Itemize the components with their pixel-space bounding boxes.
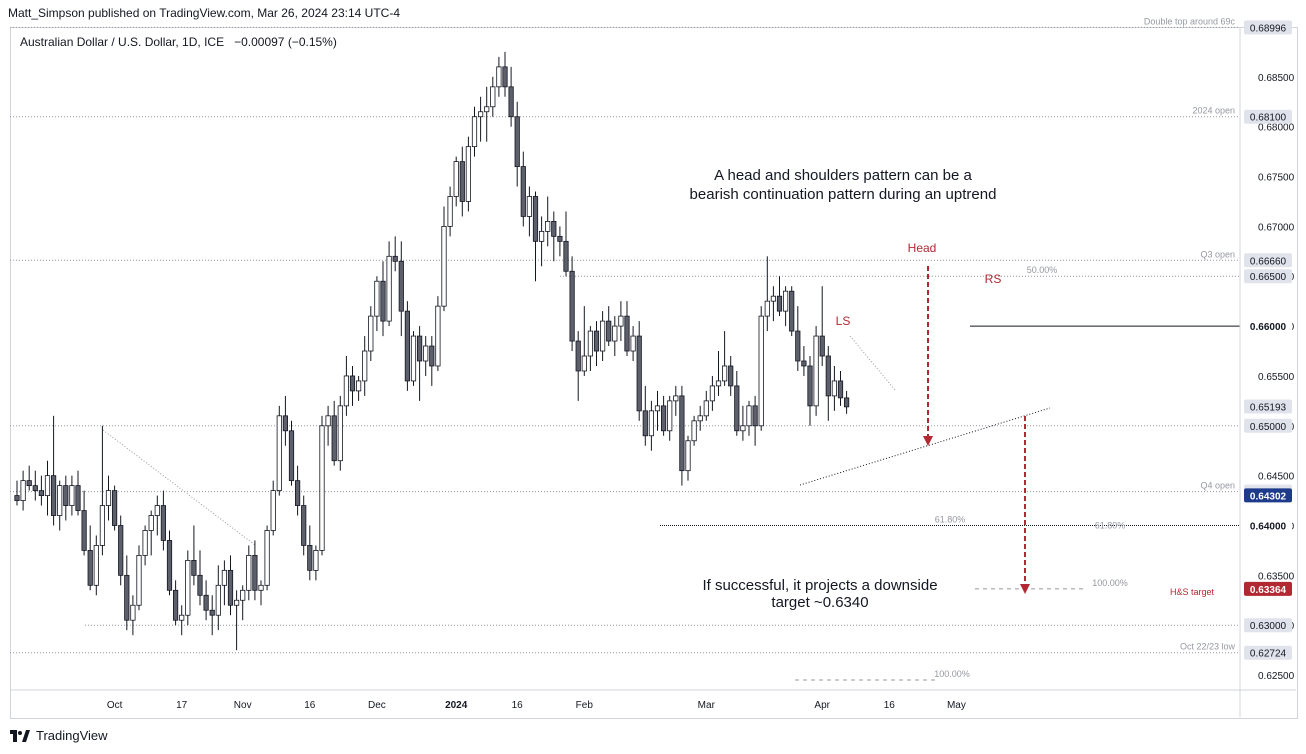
tradingview-logo-icon <box>10 729 30 742</box>
symbol-title: Australian Dollar / U.S. Dollar, 1D, ICE <box>20 35 225 49</box>
brand-name: TradingView <box>36 728 108 743</box>
tradingview-brand[interactable]: TradingView <box>10 728 108 743</box>
chart-frame <box>10 27 1298 719</box>
level-label: Double top around 69c <box>1144 16 1236 26</box>
symbol-change: −0.00097 (−0.15%) <box>234 35 337 49</box>
published-by: Matt_Simpson published on TradingView.co… <box>8 6 400 20</box>
symbol-legend[interactable]: Australian Dollar / U.S. Dollar, 1D, ICE… <box>20 35 337 49</box>
